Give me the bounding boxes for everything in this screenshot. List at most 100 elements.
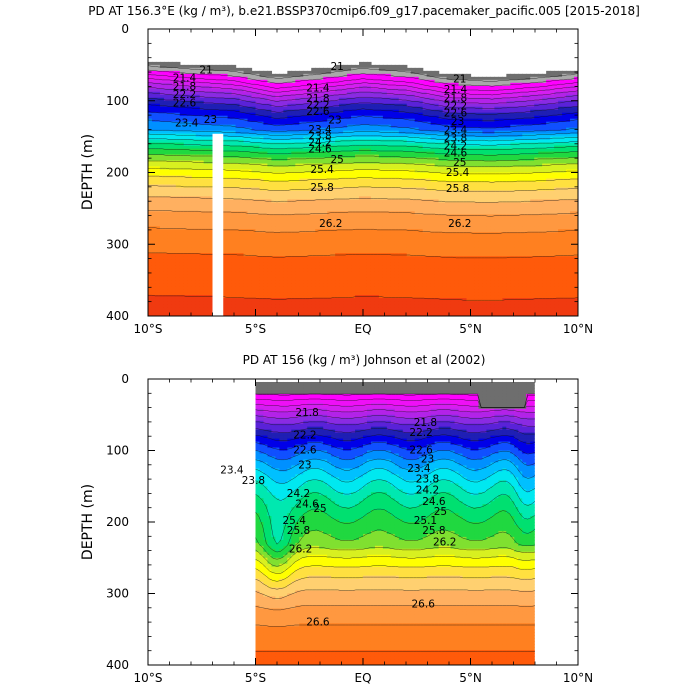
contour-cell (231, 145, 237, 150)
contour-cell (231, 133, 237, 138)
contour-cell (295, 127, 300, 132)
contour-cell (187, 202, 193, 206)
contour-cell (247, 247, 253, 251)
contour-cell (159, 268, 165, 272)
contour-cell (271, 115, 277, 120)
contour-cell (163, 106, 169, 111)
contour-cell (283, 79, 288, 84)
contour-cell (251, 157, 257, 162)
contour-cell (187, 103, 193, 108)
contour-cell (179, 232, 185, 236)
contour-cell (279, 301, 284, 305)
contour-cell (219, 91, 225, 96)
contour-cell (247, 187, 253, 192)
contour-cell (171, 202, 177, 206)
contour-cell (243, 292, 249, 296)
contour-cell (283, 286, 288, 290)
contour-cell (235, 193, 241, 198)
contour-cell (299, 250, 304, 254)
contour-cell (239, 109, 245, 114)
contour-cell (291, 172, 296, 177)
contour-cell (195, 205, 201, 209)
contour-cell (151, 175, 157, 180)
contour-cell (279, 130, 284, 135)
contour-cell (151, 313, 157, 316)
contour-cell (171, 277, 177, 281)
contour-cell (183, 220, 189, 224)
contour-cell (159, 229, 165, 233)
contour-cell (247, 286, 253, 290)
contour-cell (259, 145, 265, 150)
contour-cell (243, 154, 249, 159)
contour-cell (187, 73, 193, 78)
contour-cell (223, 268, 229, 272)
contour-cell (279, 244, 284, 248)
contour-cell (175, 250, 181, 254)
contour-cell (163, 124, 169, 129)
contour-cell (267, 253, 273, 257)
contour-cell (223, 250, 229, 254)
contour-cell (187, 64, 193, 69)
contour-cell (251, 148, 257, 153)
contour-cell (231, 109, 237, 114)
contour-cell (203, 181, 209, 186)
contour-cell (263, 91, 269, 96)
contour-cell (163, 91, 169, 96)
contour-cell (155, 130, 161, 135)
contour-cell (179, 271, 185, 275)
contour-cell (239, 100, 245, 105)
contour-cell (207, 280, 213, 284)
contour-cell (187, 184, 193, 189)
contour-cell (151, 238, 157, 242)
contour-cell (231, 79, 237, 84)
contour-cell (183, 250, 189, 254)
contour-cell (148, 268, 153, 272)
contour-cell (267, 304, 273, 308)
contour-cell (267, 91, 273, 96)
contour-cell (303, 85, 308, 90)
contour-cell (299, 193, 304, 198)
contour-cell (299, 259, 304, 263)
contour-cell (243, 289, 249, 293)
contour-cell (239, 196, 245, 201)
contour-cell (187, 208, 193, 212)
contour-cell (179, 193, 185, 198)
contour-cell (235, 142, 241, 147)
contour-cell (159, 274, 165, 278)
contour-cell (263, 187, 269, 192)
contour-cell (279, 289, 284, 293)
contour-cell (299, 124, 304, 129)
contour-cell (148, 286, 153, 290)
contour-cell (148, 112, 153, 117)
contour-cell (227, 124, 233, 129)
contour-cell (271, 268, 277, 272)
contour-cell (171, 103, 177, 108)
contour-cell (267, 256, 273, 260)
contour-cell (263, 157, 269, 162)
contour-cell (279, 145, 284, 150)
contour-cell (159, 130, 165, 135)
contour-cell (159, 244, 165, 248)
contour-cell (195, 211, 201, 215)
contour-cell (187, 115, 193, 120)
contour-cell (159, 133, 165, 138)
contour-cell (231, 169, 237, 174)
contour-cell (267, 283, 273, 287)
contour-cell (243, 67, 249, 72)
contour-cell (299, 262, 304, 266)
contour-cell (271, 238, 277, 242)
contour-cell (243, 181, 249, 186)
contour-cell (267, 250, 273, 254)
contour-cell (299, 247, 304, 251)
contour-cell (287, 82, 292, 87)
contour-cell (279, 160, 284, 165)
contour-cell (195, 223, 201, 227)
contour-cell (227, 292, 233, 296)
contour-cell (255, 253, 261, 257)
contour-cell (167, 94, 173, 99)
contour-cell (295, 253, 300, 257)
contour-cell (175, 202, 181, 206)
contour-cell (255, 70, 261, 75)
contour-cell (179, 220, 185, 224)
contour-cell (239, 235, 245, 239)
